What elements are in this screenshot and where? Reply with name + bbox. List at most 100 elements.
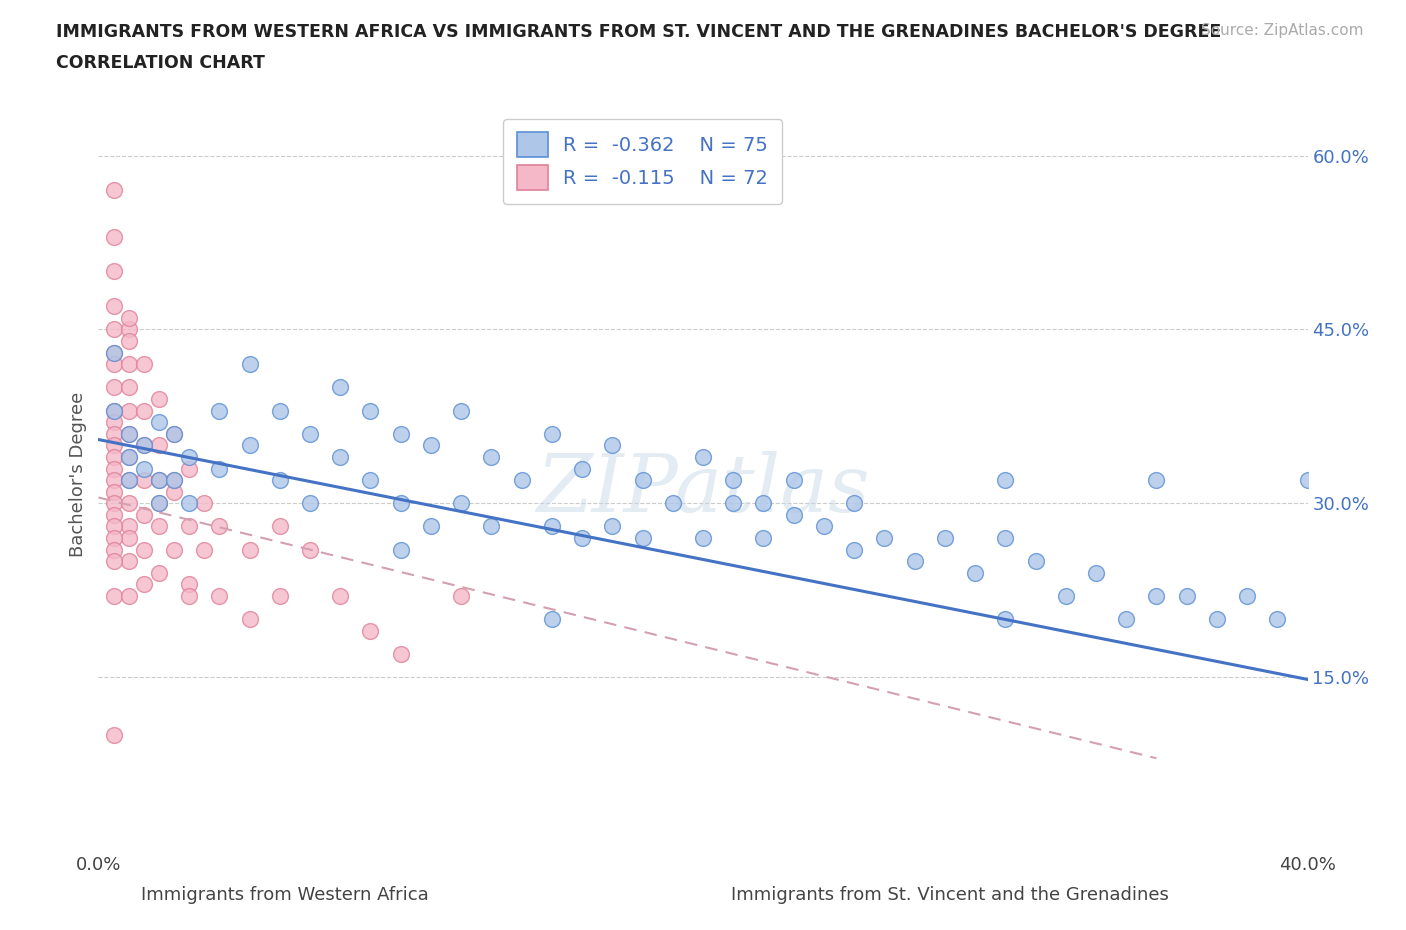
Point — [132, 472, 155, 487]
Point — [148, 438, 170, 453]
Point — [163, 426, 186, 441]
Point — [179, 589, 201, 604]
Point — [118, 380, 141, 395]
Point — [239, 438, 262, 453]
Point — [118, 531, 141, 546]
Point — [450, 403, 472, 418]
Point — [103, 727, 125, 742]
Point — [1267, 612, 1289, 627]
Point — [193, 542, 215, 557]
Text: IMMIGRANTS FROM WESTERN AFRICA VS IMMIGRANTS FROM ST. VINCENT AND THE GRENADINES: IMMIGRANTS FROM WESTERN AFRICA VS IMMIGR… — [56, 23, 1222, 41]
Point — [103, 461, 125, 476]
Point — [723, 496, 745, 511]
Point — [193, 496, 215, 511]
Point — [103, 531, 125, 546]
Point — [118, 519, 141, 534]
Point — [1024, 553, 1046, 568]
Point — [148, 392, 170, 406]
Point — [481, 449, 503, 464]
Point — [389, 646, 412, 661]
Point — [103, 415, 125, 430]
Point — [1144, 472, 1167, 487]
Point — [179, 519, 201, 534]
Point — [994, 612, 1017, 627]
Point — [132, 438, 155, 453]
Point — [132, 357, 155, 372]
Point — [118, 472, 141, 487]
Point — [103, 357, 125, 372]
Point — [103, 403, 125, 418]
Point — [299, 426, 322, 441]
Point — [179, 577, 201, 591]
Point — [329, 449, 352, 464]
Point — [904, 553, 927, 568]
Point — [132, 403, 155, 418]
Point — [540, 426, 562, 441]
Point — [118, 553, 141, 568]
Point — [329, 589, 352, 604]
Point — [269, 589, 291, 604]
Point — [148, 415, 170, 430]
Point — [1144, 589, 1167, 604]
Point — [661, 496, 683, 511]
Point — [148, 496, 170, 511]
Point — [118, 589, 141, 604]
Text: ZIPatlas: ZIPatlas — [536, 451, 870, 528]
Point — [103, 589, 125, 604]
Point — [148, 472, 170, 487]
Point — [118, 496, 141, 511]
Point — [132, 438, 155, 453]
Point — [163, 472, 186, 487]
Point — [208, 519, 231, 534]
Point — [1236, 589, 1258, 604]
Point — [103, 519, 125, 534]
Point — [602, 438, 624, 453]
Point — [208, 589, 231, 604]
Point — [103, 380, 125, 395]
Point — [269, 519, 291, 534]
Point — [994, 472, 1017, 487]
Point — [132, 577, 155, 591]
Text: Immigrants from Western Africa: Immigrants from Western Africa — [141, 886, 429, 904]
Point — [873, 531, 896, 546]
Point — [1115, 612, 1137, 627]
Point — [965, 565, 987, 580]
Point — [103, 183, 125, 198]
Point — [239, 612, 262, 627]
Point — [481, 519, 503, 534]
Point — [208, 461, 231, 476]
Point — [360, 403, 382, 418]
Point — [752, 531, 775, 546]
Point — [389, 426, 412, 441]
Legend: R =  -0.362    N = 75, R =  -0.115    N = 72: R = -0.362 N = 75, R = -0.115 N = 72 — [503, 119, 782, 204]
Point — [299, 542, 322, 557]
Point — [631, 531, 654, 546]
Point — [208, 403, 231, 418]
Text: CORRELATION CHART: CORRELATION CHART — [56, 54, 266, 72]
Point — [118, 449, 141, 464]
Point — [103, 496, 125, 511]
Point — [118, 426, 141, 441]
Point — [450, 589, 472, 604]
Point — [103, 472, 125, 487]
Point — [844, 496, 866, 511]
Point — [103, 345, 125, 360]
Point — [148, 565, 170, 580]
Point — [118, 311, 141, 325]
Point — [103, 345, 125, 360]
Point — [602, 519, 624, 534]
Point — [179, 461, 201, 476]
Point — [103, 299, 125, 313]
Point — [163, 485, 186, 499]
Point — [103, 322, 125, 337]
Point — [239, 357, 262, 372]
Point — [118, 357, 141, 372]
Point — [450, 496, 472, 511]
Point — [723, 472, 745, 487]
Point — [103, 449, 125, 464]
Point — [148, 472, 170, 487]
Point — [179, 496, 201, 511]
Point — [1206, 612, 1229, 627]
Point — [269, 472, 291, 487]
Point — [132, 542, 155, 557]
